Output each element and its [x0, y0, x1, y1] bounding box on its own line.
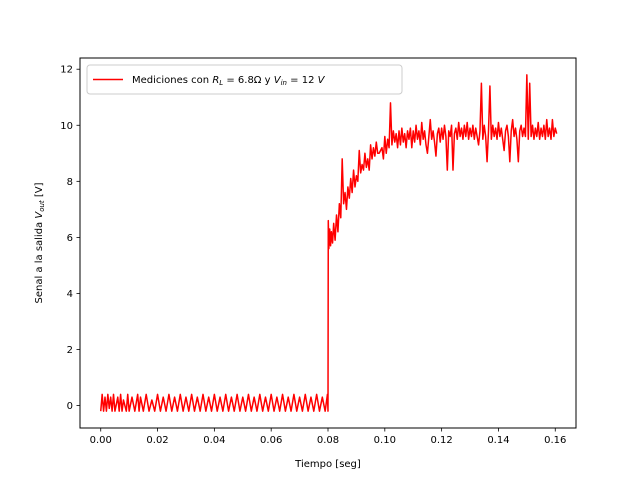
legend-label: Mediciones con RL = 6.8Ω y Vin = 12 V [132, 75, 326, 87]
x-axis-label: Tiempo [seg] [294, 459, 361, 470]
y-axis-label: Senal a la salida Vout [V] [34, 182, 46, 303]
legend: Mediciones con RL = 6.8Ω y Vin = 12 V [86, 64, 403, 95]
y-tick-label: 12 [60, 65, 73, 76]
y-tick-label: 6 [67, 233, 73, 244]
x-axis-ticks: 0.00 0.02 0.04 0.06 0.08 0.10 0.12 0.14 0.16 [90, 428, 566, 446]
plot-area [99, 74, 558, 412]
y-tick-label: 4 [67, 289, 73, 300]
x-tick-label: 0.00 [90, 435, 112, 446]
y-axis-ticks: 0 2 4 6 8 10 12 [60, 65, 80, 412]
x-tick-label: 0.10 [374, 435, 396, 446]
legend-box [86, 64, 403, 95]
x-tick-label: 0.04 [203, 435, 225, 446]
x-tick-label: 0.08 [317, 435, 339, 446]
x-tick-label: 0.16 [544, 435, 566, 446]
series-line-mediciones [99, 74, 558, 412]
x-tick-label: 0.06 [260, 435, 282, 446]
y-tick-label: 10 [60, 121, 73, 132]
x-tick-label: 0.12 [430, 435, 452, 446]
x-tick-label: 0.14 [487, 435, 509, 446]
axes-frame [79, 57, 577, 429]
y-tick-label: 0 [67, 401, 73, 412]
y-tick-label: 8 [67, 177, 73, 188]
x-tick-label: 0.02 [146, 435, 168, 446]
y-tick-label: 2 [67, 345, 73, 356]
